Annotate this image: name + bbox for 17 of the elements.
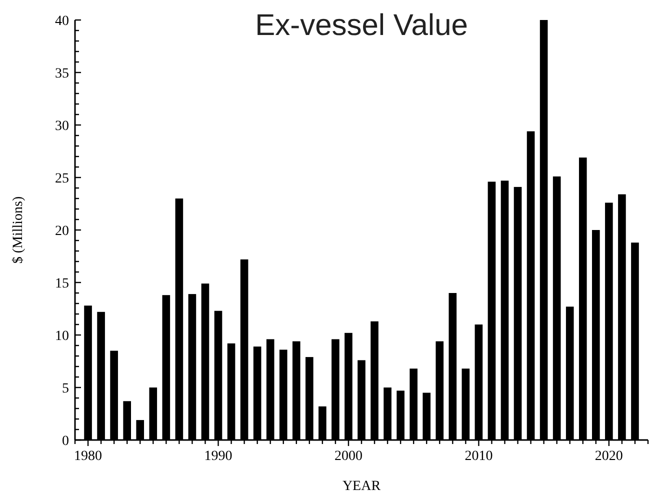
x-tick-label: 1980 [74,449,102,464]
x-tick-label: 1990 [204,449,232,464]
y-tick-label: 40 [55,14,69,29]
x-tick-label: 2000 [334,449,362,464]
y-tick-label: 10 [55,328,69,344]
y-axis-title: $ (Millions) [11,196,26,264]
y-tick-label: 25 [55,171,69,186]
x-axis-title: YEAR [342,479,382,494]
y-tick-label: 15 [55,276,69,292]
y-tick-label: 0 [62,434,69,449]
x-tick-label: 2010 [464,449,493,464]
y-tick-label: 35 [55,66,69,82]
x-tick-label: 2020 [594,449,623,464]
y-tick-label: 5 [62,381,69,396]
y-tick-label: 30 [55,118,69,134]
chart-title: Ex-vessel Value [255,9,468,42]
y-tick-label: 20 [55,224,69,239]
